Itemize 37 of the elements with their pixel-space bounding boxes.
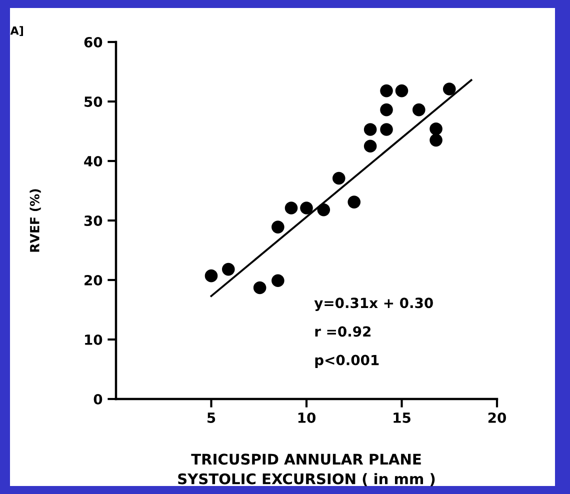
point [272, 220, 284, 234]
point [222, 262, 235, 276]
point [284, 202, 298, 214]
y-tick-label: 10 [85, 334, 102, 345]
point [364, 140, 377, 153]
y-axis-title: RVEF (%) [30, 189, 41, 252]
point [348, 196, 361, 208]
point [380, 84, 393, 98]
point [300, 202, 313, 214]
point [395, 84, 408, 98]
point [364, 123, 377, 136]
point [442, 82, 456, 96]
annotation: y=0.31x + 0.30 [314, 298, 433, 311]
annotation: p<0.001 [315, 354, 379, 368]
y-tick-label: 50 [84, 96, 102, 107]
y-tick-label: 20 [84, 274, 102, 286]
point [272, 274, 284, 287]
x-axis-title: TRICUSPID ANNULAR PLANE SYSTOLIC EXCURSION ( in mm ) [178, 454, 435, 486]
point [380, 103, 393, 116]
text: A] [10, 26, 23, 36]
point [430, 122, 442, 136]
point [332, 172, 346, 185]
point [412, 103, 426, 116]
x-tick-label: 5 [207, 412, 216, 423]
point [253, 281, 266, 294]
x-tick-label: 15 [394, 412, 410, 423]
point [204, 269, 218, 282]
y-tick-label: 0 [94, 394, 102, 404]
point [380, 123, 393, 136]
x-tick-label: 10 [298, 412, 316, 423]
y-tick-label: 30 [84, 215, 102, 226]
point [317, 203, 330, 216]
point [430, 134, 442, 147]
y-tick-label: 40 [84, 156, 102, 166]
x-tick-label: 20 [488, 412, 506, 423]
y-tick-label: 60 [84, 36, 102, 48]
annotation: r =0.92 [315, 326, 371, 337]
